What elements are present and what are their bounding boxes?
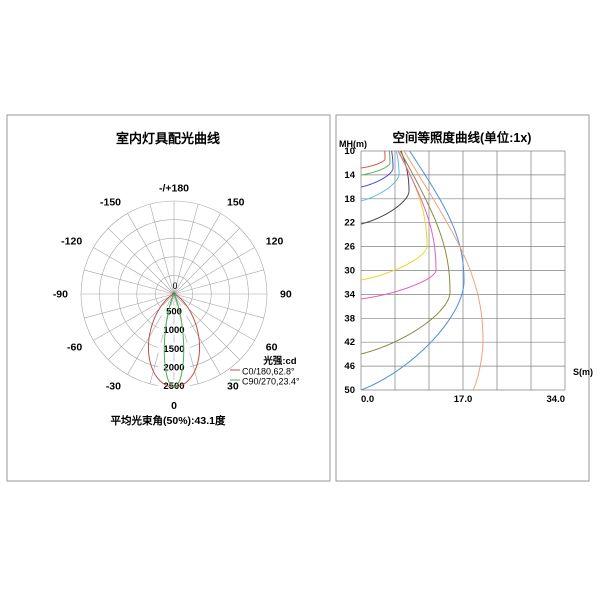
svg-text:34: 34 (344, 289, 355, 300)
svg-text:0.0: 0.0 (361, 394, 374, 405)
svg-text:-60: -60 (67, 342, 82, 354)
svg-text:30: 30 (227, 380, 239, 392)
svg-text:空间等照度曲线(单位:1x): 空间等照度曲线(单位:1x) (393, 130, 532, 145)
svg-text:22: 22 (344, 218, 355, 229)
svg-text:0: 0 (171, 400, 177, 412)
svg-text:光强:cd: 光强:cd (262, 355, 296, 367)
svg-text:-90: -90 (53, 289, 68, 301)
svg-text:17.0: 17.0 (454, 394, 473, 405)
svg-text:2000: 2000 (163, 362, 184, 373)
svg-text:-150: -150 (100, 197, 121, 209)
svg-text:38: 38 (344, 313, 355, 324)
svg-text:-120: -120 (61, 236, 82, 248)
svg-text:C0/180,62.8°: C0/180,62.8° (242, 367, 295, 377)
svg-text:50: 50 (344, 385, 355, 396)
svg-text:10: 10 (344, 146, 355, 157)
svg-text:90: 90 (280, 289, 292, 301)
svg-text:18: 18 (344, 194, 355, 205)
svg-text:34.0: 34.0 (547, 394, 566, 405)
svg-text:-/+180: -/+180 (159, 183, 189, 195)
svg-text:1500: 1500 (163, 344, 184, 355)
svg-text:46: 46 (344, 361, 355, 372)
svg-text:0: 0 (172, 281, 177, 291)
svg-text:42: 42 (344, 337, 355, 348)
svg-text:30: 30 (344, 266, 355, 277)
svg-text:14: 14 (344, 170, 355, 181)
svg-text:平均光束角(50%):43.1度: 平均光束角(50%):43.1度 (111, 414, 226, 427)
svg-text:-30: -30 (106, 380, 121, 392)
svg-text:150: 150 (227, 197, 245, 209)
svg-text:120: 120 (266, 236, 284, 248)
svg-text:60: 60 (266, 342, 278, 354)
svg-text:C90/270,23.4°: C90/270,23.4° (242, 377, 300, 387)
svg-text:1000: 1000 (163, 325, 184, 336)
svg-text:26: 26 (344, 242, 355, 253)
svg-text:S(m): S(m) (573, 367, 593, 377)
svg-text:室内灯具配光曲线: 室内灯具配光曲线 (116, 131, 220, 146)
